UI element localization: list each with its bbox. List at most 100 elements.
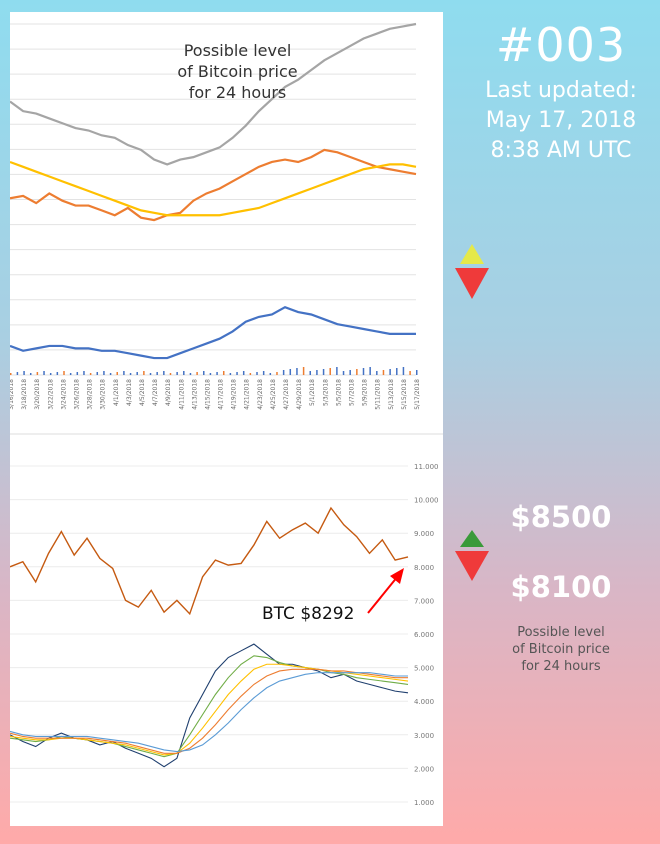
- last-updated-date: May 17, 2018: [485, 108, 637, 133]
- volume-bar: [289, 369, 292, 375]
- volume-bar: [149, 373, 152, 375]
- triangle-down-icon: [455, 268, 489, 299]
- volume-bar: [63, 371, 65, 375]
- x-tick-label: 5/3/2018: [322, 379, 329, 406]
- top-title-line: for 24 hours: [188, 83, 287, 102]
- btc-price-annotation: BTC $8292: [262, 604, 355, 624]
- x-tick-label: 4/3/2018: [126, 379, 133, 406]
- volume-bar: [196, 372, 198, 375]
- volume-bar: [49, 373, 52, 375]
- x-tick-label: 4/1/2018: [113, 379, 120, 406]
- x-tick-label: 5/13/2018: [388, 379, 395, 410]
- top-chart: 3/16/2018 3/18/2018 3/20/2018 3/22/2018 3/24…: [10, 22, 421, 410]
- x-tick-label: 4/9/2018: [165, 379, 172, 406]
- y-tick-label: 3.000: [414, 732, 434, 740]
- volume-bar: [176, 372, 178, 375]
- x-tick-label: 3/26/2018: [73, 379, 80, 410]
- y-tick-label: 4.000: [414, 698, 434, 706]
- x-tick-label: 4/11/2018: [178, 379, 185, 410]
- volume-bar: [103, 371, 105, 375]
- volume-bar: [69, 373, 72, 375]
- volume-bar: [43, 371, 45, 375]
- x-tick-label: 4/21/2018: [244, 379, 251, 410]
- y-tick-label: 9.000: [414, 530, 434, 538]
- top-title-line: Possible level: [183, 41, 292, 60]
- volume-bar: [96, 372, 99, 375]
- x-tick-label: 3/16/2018: [10, 379, 15, 410]
- y-tick-label: 7.000: [414, 597, 434, 605]
- volume-bar: [169, 373, 172, 375]
- volume-bar: [356, 369, 358, 375]
- volume-bar: [76, 372, 79, 375]
- volume-bar: [342, 371, 345, 375]
- volume-bar: [222, 371, 225, 375]
- x-tick-label: 5/5/2018: [335, 379, 342, 406]
- top-chart-title: Possible level of Bitcoin price for 24 h…: [130, 40, 345, 103]
- volume-bar: [16, 372, 19, 375]
- volume-bar: [256, 372, 258, 375]
- caption-line: Possible level: [517, 625, 605, 640]
- volume-bar: [322, 369, 325, 375]
- volume-bar: [56, 372, 59, 375]
- volume-bar: [296, 368, 298, 375]
- x-tick-label: 3/28/2018: [87, 379, 94, 410]
- volume-bar: [183, 371, 185, 375]
- x-tick-label: 5/9/2018: [362, 379, 369, 406]
- x-tick-label: 4/13/2018: [191, 379, 198, 410]
- last-updated-time: 8:38 AM UTC: [490, 138, 632, 163]
- volume-bar: [282, 370, 285, 375]
- volume-bar: [143, 371, 145, 375]
- x-tick-label: 3/18/2018: [21, 379, 28, 410]
- triangle-up-icon: [460, 244, 484, 264]
- y-tick-label: 6.000: [414, 631, 434, 639]
- volume-bar: [189, 373, 192, 375]
- x-tick-label: 4/29/2018: [296, 379, 303, 410]
- prediction-caption: Possible level of Bitcoin price for 24 h…: [462, 624, 660, 675]
- volume-bar: [129, 373, 132, 375]
- volume-bar: [242, 371, 245, 375]
- volume-bar: [83, 371, 85, 375]
- series-line: [10, 306, 416, 360]
- y-tick-label: 2.000: [414, 765, 434, 773]
- series-line: [10, 22, 417, 166]
- volume-bar: [376, 371, 378, 375]
- volume-bar: [402, 367, 405, 375]
- volume-bar: [229, 373, 232, 375]
- volume-bar: [109, 373, 112, 375]
- volume-bar: [329, 368, 331, 375]
- volume-bar: [316, 370, 318, 375]
- volume-bar: [23, 371, 25, 375]
- volume-bar: [382, 370, 385, 375]
- chart-panel: 3/16/2018 3/18/2018 3/20/2018 3/22/2018 3/24…: [10, 12, 443, 826]
- volume-bar: [336, 367, 338, 375]
- volume-bar: [236, 372, 238, 375]
- last-updated: Last updated: May 17, 2018 8:38 AM UTC: [462, 76, 660, 166]
- x-tick-label: 5/7/2018: [349, 379, 356, 406]
- last-updated-label: Last updated:: [485, 78, 637, 103]
- volume-bar: [349, 370, 351, 375]
- x-tick-label: 4/23/2018: [257, 379, 264, 410]
- volume-bar: [409, 371, 411, 375]
- x-tick-label: 3/24/2018: [60, 379, 67, 410]
- volume-bar: [163, 371, 165, 375]
- x-tick-label: 5/11/2018: [375, 379, 382, 410]
- x-tick-label: 4/17/2018: [218, 379, 225, 410]
- volume-bar: [276, 372, 278, 375]
- y-tick-label: 8.000: [414, 564, 434, 572]
- volume-bar: [362, 368, 365, 375]
- series-line: [10, 160, 417, 217]
- series-line: [10, 655, 409, 758]
- y-tick-label: 11.000: [414, 463, 439, 471]
- x-tick-label: 5/15/2018: [401, 379, 408, 410]
- top-title-line: of Bitcoin price: [177, 62, 298, 81]
- x-tick-label: 3/30/2018: [100, 379, 107, 410]
- volume-bar: [262, 371, 265, 375]
- volume-bar: [302, 367, 305, 375]
- volume-bar: [369, 367, 371, 375]
- x-tick-label: 4/7/2018: [152, 379, 159, 406]
- predicted-low-price: $8100: [510, 570, 612, 604]
- report-id: #003: [495, 18, 627, 72]
- volume-bar: [89, 373, 92, 375]
- x-tick-label: 3/20/2018: [34, 379, 41, 410]
- series-line: [10, 148, 417, 222]
